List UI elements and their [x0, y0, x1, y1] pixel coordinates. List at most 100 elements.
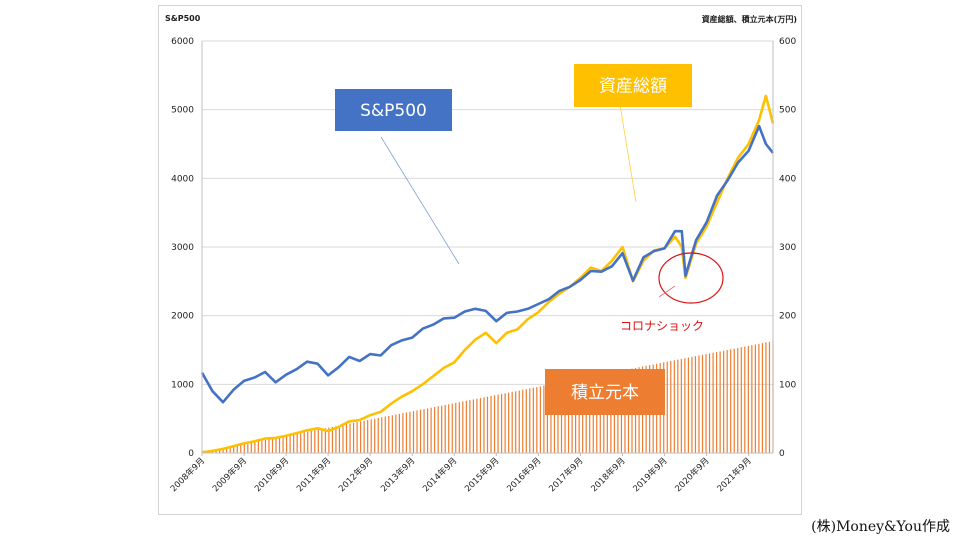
principal-bar [511, 391, 513, 453]
x-tick-label: 2017年9月 [547, 455, 586, 494]
principal-bar [472, 399, 475, 453]
asset-pointer [618, 98, 637, 203]
principal-bar [275, 437, 277, 453]
principal-bar [575, 379, 577, 453]
principal-bar [469, 400, 471, 453]
principal-bar [338, 425, 341, 453]
principal-bar [532, 387, 534, 453]
principal-bar [705, 354, 707, 453]
principal-bar [726, 350, 728, 453]
principal-bar [751, 345, 753, 453]
principal-bar [419, 409, 422, 453]
right-tick-label: 100 [779, 380, 796, 390]
asset-callout-label: 資産総額 [599, 77, 667, 97]
principal-bar [529, 388, 531, 453]
x-tick-label: 2011年9月 [294, 455, 333, 494]
principal-bar [716, 352, 718, 453]
principal-bar [296, 433, 298, 453]
principal-bar [328, 427, 330, 453]
principal-bar [342, 424, 344, 453]
x-tick-label: 2008年9月 [168, 455, 207, 494]
left-axis-title: S&P500 [165, 14, 201, 23]
principal-bar [740, 347, 742, 453]
principal-bar [733, 348, 735, 453]
principal-bar [465, 400, 467, 453]
sp500-pointer [380, 136, 460, 265]
principal-bar [448, 404, 450, 453]
principal-bar [289, 435, 291, 453]
principal-bar [515, 391, 517, 453]
principal-bar [363, 420, 365, 453]
principal-bar [455, 402, 457, 453]
principal-bar [430, 407, 432, 453]
principal-bar [395, 414, 397, 453]
left-tick-label: 4000 [171, 174, 194, 184]
asset-callout-box [574, 64, 692, 107]
right-tick-label: 500 [779, 106, 796, 116]
principal-bar [522, 389, 524, 453]
principal-bar [402, 413, 404, 453]
principal-bar [476, 398, 478, 453]
right-axis-title: 資産総額、積立元本(万円) [701, 15, 797, 24]
x-tick-label: 2021年9月 [715, 455, 754, 494]
principal-bar [381, 417, 383, 453]
principal-bar [451, 403, 453, 453]
principal-bar [268, 439, 270, 453]
principal-bar [493, 395, 496, 453]
principal-bar [585, 377, 587, 453]
principal-bar [694, 356, 697, 453]
principal-bar [324, 428, 326, 453]
principal-bar [444, 404, 446, 453]
principal-bar [680, 358, 682, 453]
principal-bar [412, 411, 415, 453]
principal-bar [233, 446, 235, 453]
sp500-callout-label: S&P500 [360, 101, 427, 121]
principal-bar [754, 344, 756, 453]
principal-bar [677, 359, 679, 453]
principal-bar [254, 442, 256, 453]
principal-bar [684, 358, 686, 453]
principal-bar [293, 434, 295, 453]
right-tick-label: 600 [779, 37, 796, 47]
principal-bar [441, 405, 443, 453]
principal-bar [483, 397, 485, 453]
principal-bar [543, 385, 545, 453]
principal-bar [497, 394, 499, 453]
x-tick-label: 2018年9月 [589, 455, 628, 494]
left-tick-label: 1000 [171, 380, 194, 390]
principal-bar [257, 441, 259, 453]
principal-bar [300, 433, 302, 453]
principal-bar [352, 422, 355, 453]
principal-bar [349, 423, 351, 453]
principal-bar [730, 349, 732, 453]
principal-bar [278, 437, 281, 453]
principal-bar [744, 346, 746, 453]
principal-callout: 積立元本 [545, 369, 665, 415]
principal-bar [747, 345, 749, 453]
principal-bar [723, 350, 725, 453]
x-tick-label: 2013年9月 [378, 455, 417, 494]
principal-bar [553, 383, 556, 453]
principal-bar [719, 351, 721, 453]
asset-callout: 資産総額 [574, 64, 692, 107]
principal-bar [518, 390, 520, 453]
principal-bar [405, 412, 408, 453]
principal-bar [250, 442, 252, 453]
principal-bar [345, 424, 348, 453]
left-tick-label: 3000 [171, 243, 194, 253]
principal-bar [367, 420, 369, 453]
principal-bar [310, 431, 312, 453]
principal-callout-label: 積立元本 [571, 383, 639, 403]
right-tick-label: 200 [779, 312, 796, 322]
left-tick-label: 0 [188, 449, 194, 459]
principal-bar [314, 430, 316, 453]
sp500-callout-box [335, 89, 452, 131]
principal-bar [261, 440, 263, 453]
left-tick-label: 5000 [171, 106, 194, 116]
principal-bar [384, 416, 386, 453]
principal-bar [536, 387, 538, 453]
chart-svg: 0 1000 2000 3000 4000 5000 6000 0 100 200 300 400 50… [168, 37, 796, 494]
principal-bar [303, 432, 305, 453]
principal-bar [307, 431, 309, 453]
